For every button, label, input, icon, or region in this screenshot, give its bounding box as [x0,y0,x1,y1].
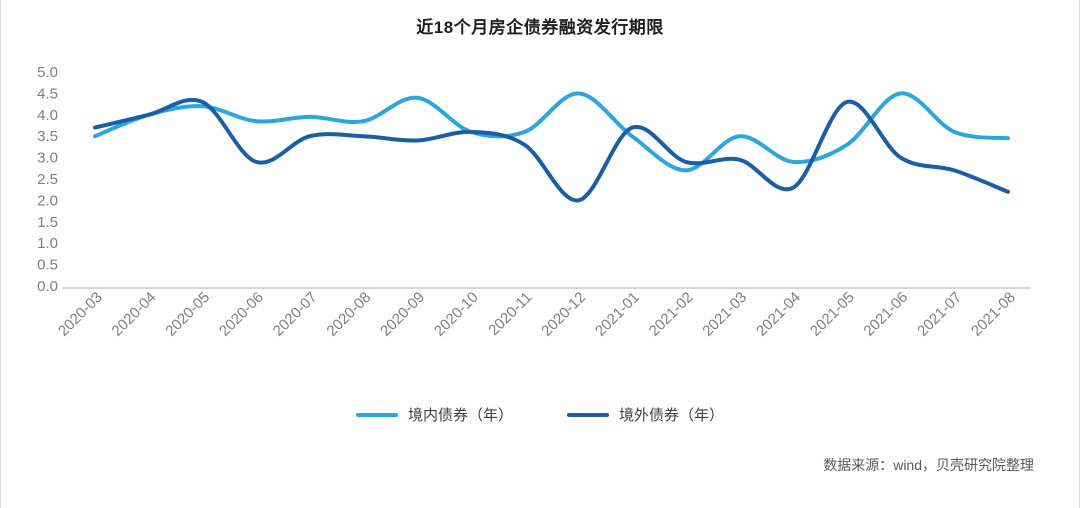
y-tick-label: 5.0 [37,64,58,81]
x-tick-label: 2021-07 [914,289,965,340]
y-tick-label: 1.0 [37,235,58,252]
y-tick-label: 4.5 [37,85,58,102]
x-tick-label: 2021-05 [807,289,858,340]
legend-swatch-domestic-icon [355,412,398,417]
legend-item-domestic-bonds: 境内债券（年） [355,404,513,425]
x-tick-label: 2020-08 [323,289,374,340]
x-tick-label: 2020-11 [485,289,535,339]
x-tick-label: 2021-08 [968,289,1019,340]
x-tick-label: 2021-04 [753,289,804,340]
legend-item-overseas-bonds: 境外债券（年） [567,404,724,425]
x-tick-label: 2020-10 [431,289,482,340]
data-source-note: 数据来源：wind，贝壳研究院整理 [823,457,1034,473]
legend-label-overseas: 境外债券（年） [619,407,725,424]
line-chart-canvas: 0.0 0.5 1.0 1.5 2.0 2.5 3.0 3.5 4.0 4.5 5.0 2020-03… [37,64,1030,340]
x-tick-label: 2021-01 [592,289,643,340]
x-tick-label: 2020-09 [377,289,428,340]
x-tick-label: 2020-03 [55,289,106,340]
y-tick-label: 2.0 [37,192,58,209]
x-tick-label: 2020-04 [109,289,160,340]
x-tick-label: 2020-06 [216,289,267,340]
y-tick-label: 1.5 [37,214,58,231]
x-tick-label: 2020-07 [270,289,321,340]
series-line-domestic-bonds [93,91,1010,173]
y-tick-label: 3.0 [37,150,58,167]
y-tick-label: 2.5 [37,171,58,188]
y-tick-label: 0.0 [37,278,58,295]
x-tick-label: 2021-03 [699,289,750,340]
chart-legend: 境内债券（年） 境外债券（年） [0,404,1080,425]
x-tick-label: 2021-06 [860,289,911,340]
legend-label-domestic: 境内债券（年） [407,407,513,424]
y-tick-label: 0.5 [37,257,58,274]
chart-title: 近18个月房企债券融资发行期限 [416,18,664,37]
legend-swatch-overseas-icon [567,412,609,417]
x-tick-label: 2020-12 [538,289,589,340]
series-line-overseas-bonds [93,98,1010,203]
x-tick-label: 2021-02 [646,289,697,340]
x-tick-label: 2020-05 [162,289,213,340]
y-tick-label: 4.0 [37,107,58,124]
y-tick-label: 3.5 [37,128,58,145]
